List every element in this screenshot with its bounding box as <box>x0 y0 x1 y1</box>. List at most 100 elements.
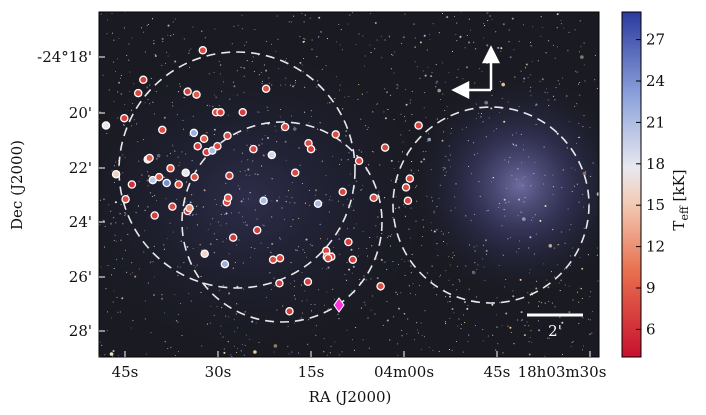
background-star <box>352 198 355 200</box>
background-star <box>374 22 377 24</box>
background-star <box>404 274 406 277</box>
background-star <box>564 242 566 244</box>
background-star <box>245 224 247 226</box>
background-star <box>557 264 559 266</box>
background-star <box>441 62 443 64</box>
background-star <box>467 305 469 307</box>
background-star <box>253 350 257 354</box>
background-star <box>559 290 561 292</box>
background-star <box>363 65 366 67</box>
background-star <box>351 272 353 274</box>
background-star <box>286 195 288 198</box>
background-star <box>508 201 510 203</box>
background-star <box>293 85 295 87</box>
background-star <box>177 313 179 316</box>
background-star <box>409 237 411 239</box>
background-star <box>441 12 444 14</box>
background-star <box>293 322 295 324</box>
background-star <box>236 327 239 329</box>
background-star <box>156 200 158 202</box>
background-star <box>449 264 451 266</box>
y-tick-label: 20' <box>69 104 92 122</box>
background-star <box>105 288 107 290</box>
background-star <box>495 31 497 33</box>
background-star <box>397 178 399 180</box>
background-star <box>188 66 191 68</box>
background-star <box>416 322 418 324</box>
background-star <box>529 90 531 92</box>
background-star <box>538 301 540 303</box>
background-star <box>409 102 411 104</box>
background-star <box>163 176 165 178</box>
background-star <box>487 210 489 212</box>
background-star <box>398 161 400 163</box>
background-star <box>99 224 101 226</box>
background-star <box>294 79 297 81</box>
background-star <box>301 272 303 274</box>
background-star <box>246 224 248 226</box>
background-star <box>256 218 258 220</box>
background-star <box>315 334 317 336</box>
background-star <box>284 218 286 221</box>
background-star <box>346 329 348 331</box>
background-star <box>236 244 238 246</box>
background-star <box>218 105 220 107</box>
background-star <box>120 93 122 95</box>
background-star <box>436 80 438 82</box>
background-star <box>113 290 115 292</box>
background-star <box>404 120 406 122</box>
data-point <box>354 156 364 166</box>
background-star <box>245 334 247 336</box>
background-star <box>154 55 157 57</box>
background-star <box>393 72 395 74</box>
background-star <box>213 128 216 131</box>
background-star <box>268 82 270 84</box>
background-star <box>527 77 529 79</box>
background-star <box>303 21 305 23</box>
background-star <box>386 237 388 239</box>
background-star <box>483 266 485 268</box>
background-star <box>420 160 423 163</box>
background-star <box>120 74 122 76</box>
background-star <box>411 170 413 172</box>
background-star <box>388 235 390 237</box>
background-star <box>548 301 550 303</box>
background-star <box>353 209 355 211</box>
background-star <box>384 88 386 90</box>
background-star <box>309 204 311 206</box>
background-star <box>502 255 504 257</box>
background-star <box>498 111 501 114</box>
background-star <box>480 116 482 118</box>
background-star <box>580 46 582 48</box>
background-star <box>449 295 451 298</box>
background-star <box>233 345 235 347</box>
background-star <box>362 339 364 341</box>
background-star <box>404 215 406 217</box>
background-star <box>220 205 222 207</box>
background-star <box>444 167 446 170</box>
x-tick-label: 30s <box>205 363 232 381</box>
background-star <box>413 172 415 174</box>
background-star <box>166 51 168 53</box>
background-star <box>294 82 297 84</box>
background-star <box>453 254 455 257</box>
background-star <box>382 324 384 326</box>
colorbar-tick-label: 21 <box>646 113 665 131</box>
background-star <box>535 280 538 282</box>
background-star <box>281 207 283 209</box>
background-star <box>338 238 340 240</box>
background-star <box>174 18 176 20</box>
background-star <box>530 330 532 332</box>
background-star <box>582 193 584 195</box>
background-star <box>339 44 341 46</box>
background-star <box>293 127 297 131</box>
background-star <box>332 155 334 157</box>
data-point <box>331 130 340 139</box>
background-star <box>318 36 320 38</box>
background-star <box>571 167 573 169</box>
plot-frame <box>98 11 600 358</box>
background-star <box>201 30 203 32</box>
background-star <box>338 89 341 91</box>
background-star <box>537 320 540 322</box>
background-star <box>246 144 248 146</box>
